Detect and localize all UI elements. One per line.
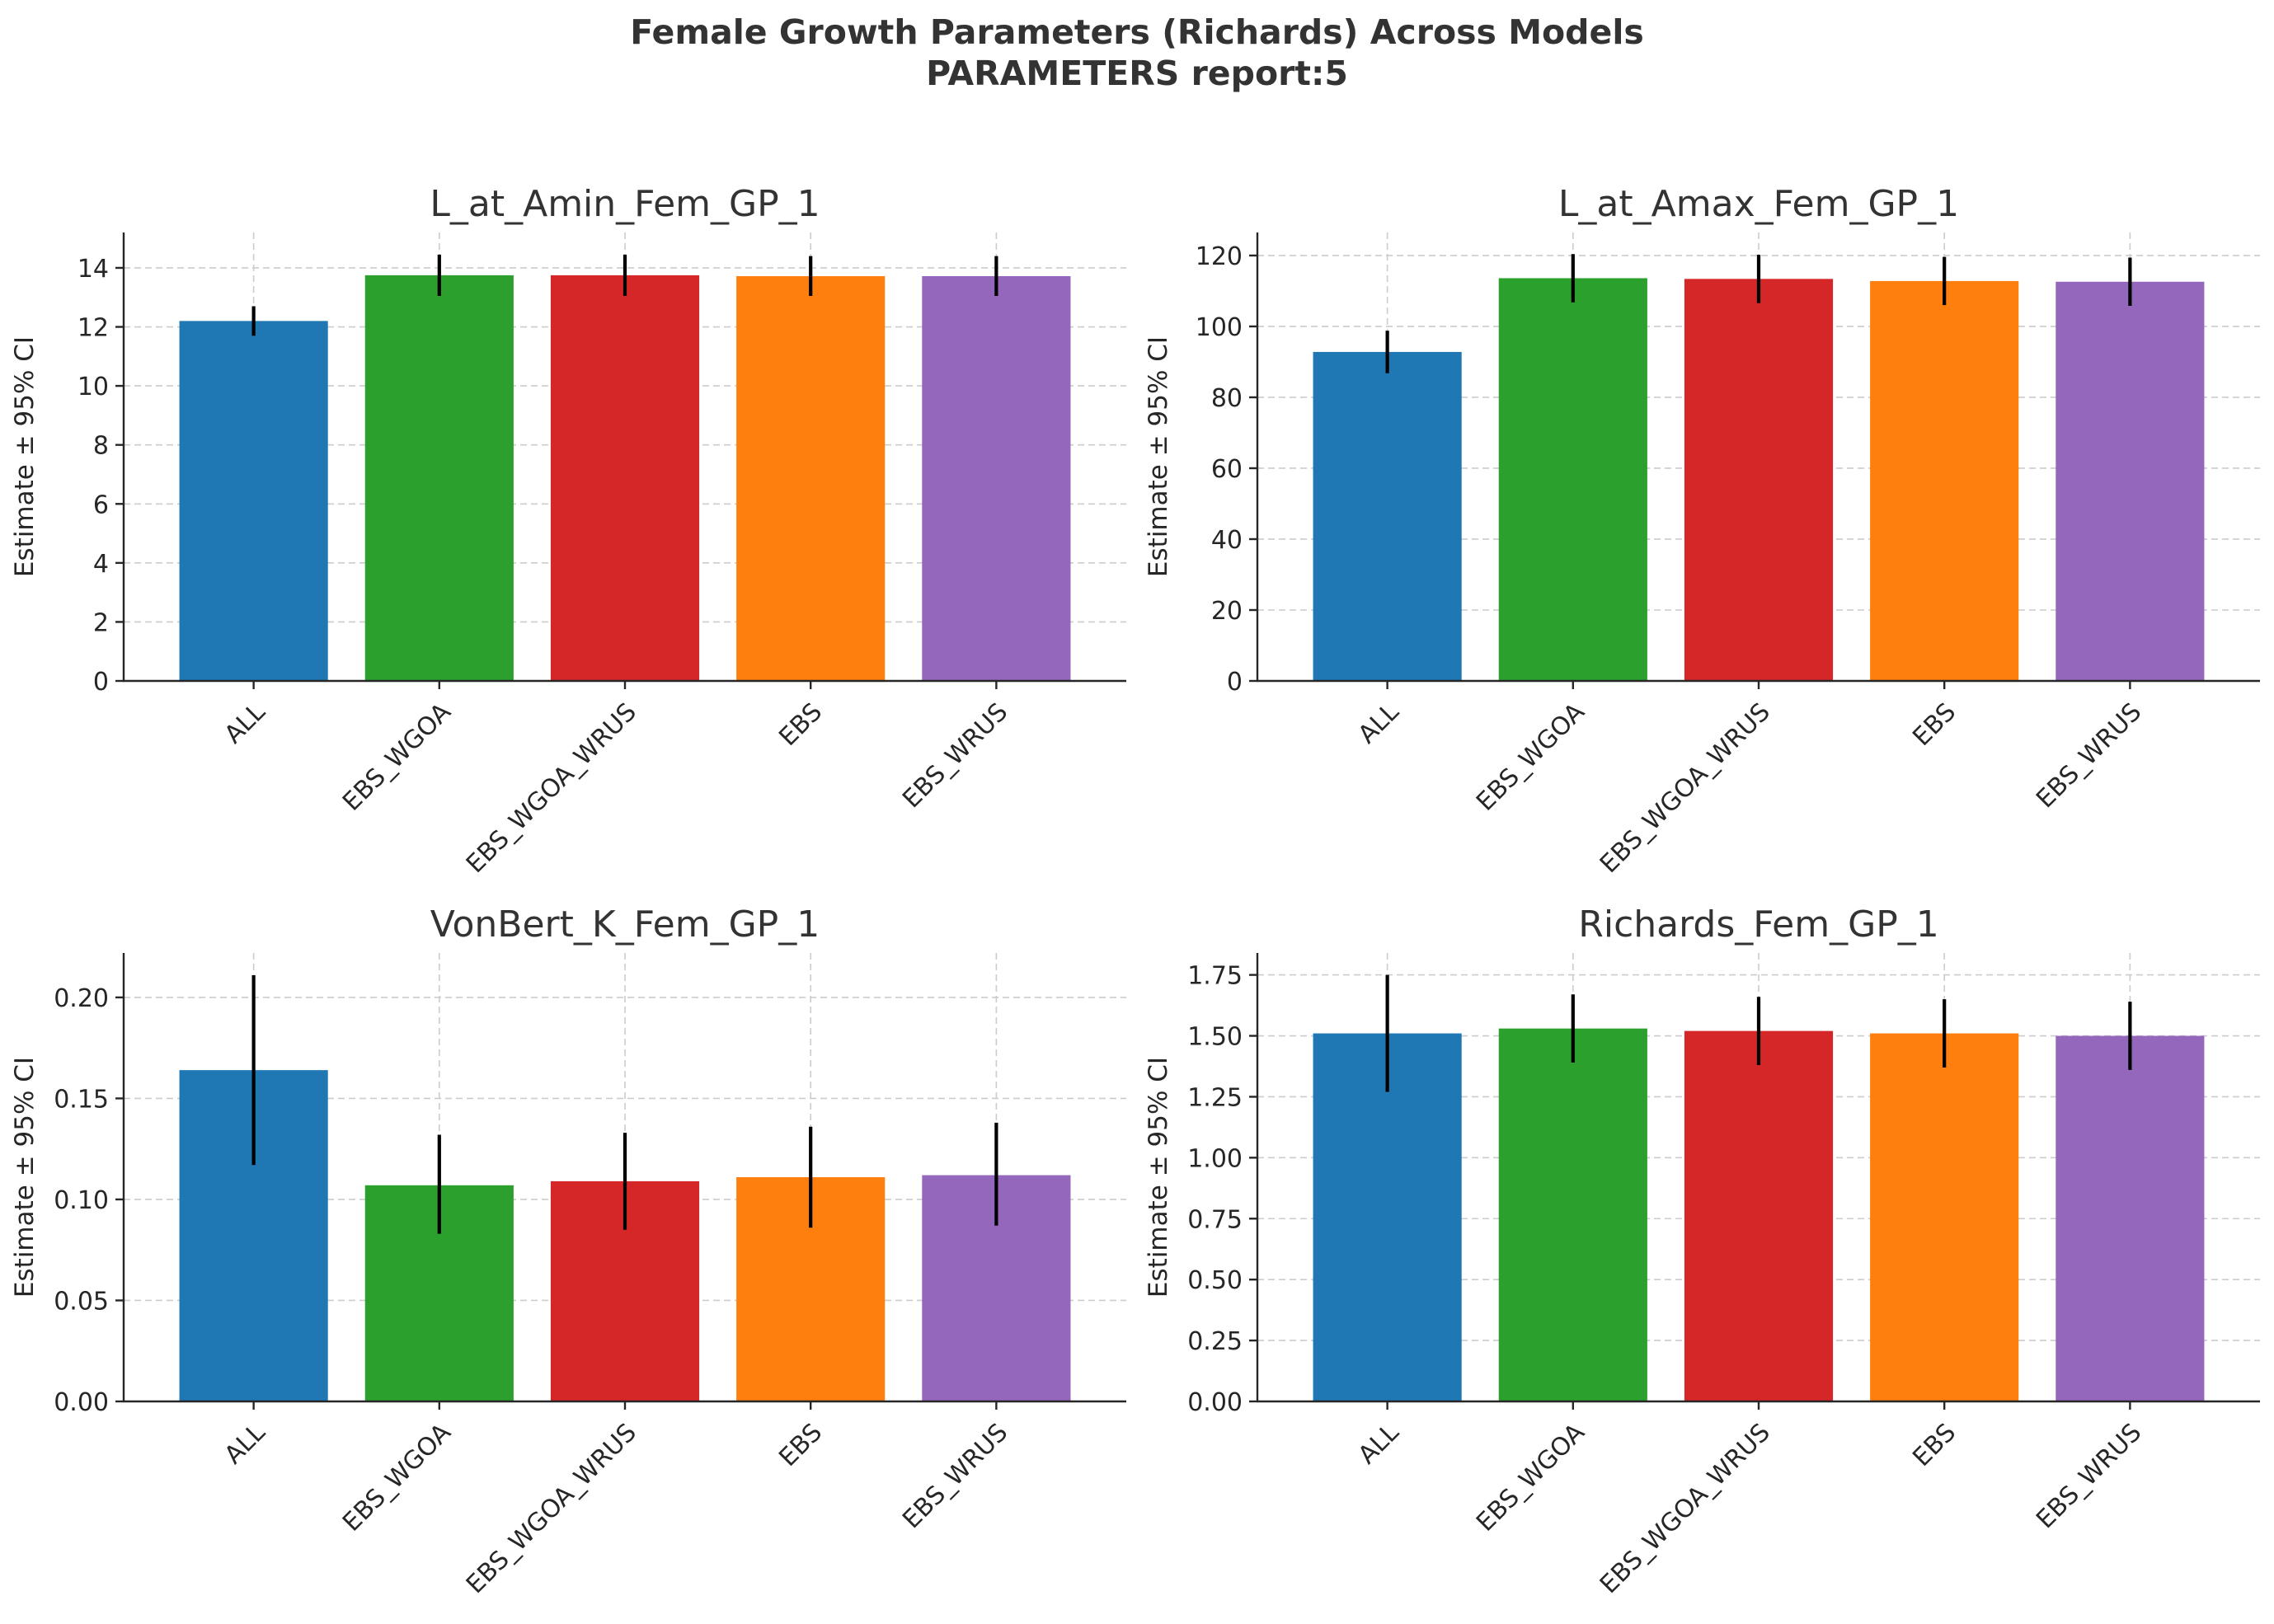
panel-3-x-tick-label-ebs: EBS <box>1907 1418 1962 1472</box>
panel-2-title: VonBert_K_Fem_GP_1 <box>430 904 820 946</box>
figure-title-line-1: Female Growth Parameters (Richards) Acro… <box>630 12 1644 52</box>
panel-0-y-tick-label-3: 6 <box>93 490 109 519</box>
panel-1-y-tick-label-5: 100 <box>1196 313 1243 342</box>
panel-3-y-tick-label-3: 0.75 <box>1187 1205 1243 1234</box>
panel-3-bar-all <box>1313 1033 1462 1401</box>
figure-title-line-2: PARAMETERS report:5 <box>926 54 1348 93</box>
panel-1-bar-ebs_wgoa_wrus <box>1684 279 1834 681</box>
panel-0-x-tick-label-ebs_wgoa_wrus: EBS_WGOA_WRUS <box>461 697 642 879</box>
panel-1-y-tick-label-4: 80 <box>1211 384 1243 413</box>
panel-2-y-tick-label-2: 0.10 <box>54 1186 109 1215</box>
panel-3-y-tick-label-7: 1.75 <box>1187 962 1243 991</box>
panel-3-x-tick-label-ebs_wgoa: EBS_WGOA <box>1471 1418 1590 1537</box>
panel-1-x-tick-label-ebs_wgoa_wrus: EBS_WGOA_WRUS <box>1595 697 1776 879</box>
panel-3-x-tick-label-ebs_wrus: EBS_WRUS <box>2031 1418 2147 1534</box>
panel-3-y-tick-label-4: 1.00 <box>1187 1144 1243 1173</box>
panel-1-title: L_at_Amax_Fem_GP_1 <box>1558 183 1959 225</box>
panel-l-at-amax: 0 20 40 60 80 100 120 ALL EBS_WGOA EBS_WGOA_WRUS E… <box>1144 183 2260 879</box>
panel-1-x-tick-label-all: ALL <box>1353 697 1405 749</box>
panel-2-y-tick-label-1: 0.05 <box>54 1287 109 1316</box>
panel-3-x-tick-label-ebs_wgoa_wrus: EBS_WGOA_WRUS <box>1595 1418 1776 1599</box>
panel-1-x-tick-label-ebs_wrus: EBS_WRUS <box>2031 697 2147 814</box>
panel-0-y-tick-label-7: 14 <box>78 255 109 284</box>
panel-1-y-tick-label-0: 0 <box>1227 668 1243 697</box>
panel-3-y-tick-label-2: 0.50 <box>1187 1266 1243 1295</box>
panel-1-bar-ebs <box>1870 280 2019 681</box>
panel-3-y-tick-label-5: 1.25 <box>1187 1083 1243 1112</box>
panel-3-y-tick-label-6: 1.50 <box>1187 1023 1243 1052</box>
panel-0-y-tick-label-4: 8 <box>93 432 109 461</box>
panel-1-y-tick-label-1: 20 <box>1211 597 1243 626</box>
panel-1-bar-all <box>1313 351 1462 681</box>
panel-1-y-tick-label-6: 120 <box>1196 242 1243 271</box>
panel-0-x-tick-label-ebs_wgoa: EBS_WGOA <box>337 697 457 817</box>
panel-2-y-tick-label-0: 0.00 <box>54 1388 109 1417</box>
panel-l-at-amin: 0 2 4 6 8 10 12 14 ALL EBS_WGOA EBS_WGOA_WRUS EBS EB… <box>10 183 1126 879</box>
panel-2-y-axis-label: Estimate ± 95% CI <box>10 1057 40 1298</box>
panel-2-x-tick-label-ebs_wgoa_wrus: EBS_WGOA_WRUS <box>461 1418 642 1599</box>
panel-0-y-tick-label-1: 2 <box>93 608 109 637</box>
panel-0-title: L_at_Amin_Fem_GP_1 <box>430 183 820 225</box>
panel-3-bar-ebs_wgoa_wrus <box>1684 1030 1834 1401</box>
panel-0-y-tick-label-6: 12 <box>78 314 109 343</box>
panel-vonbert-k: 0.00 0.05 0.10 0.15 0.20 ALL EBS_WGOA EBS_WGOA_… <box>10 904 1126 1599</box>
panel-3-bar-ebs_wgoa <box>1498 1028 1647 1401</box>
panel-1-y-axis-label: Estimate ± 95% CI <box>1144 336 1173 577</box>
panel-0-bar-ebs <box>736 275 886 681</box>
panel-0-y-tick-label-5: 10 <box>78 373 109 401</box>
panel-2-x-tick-label-all: ALL <box>219 1418 271 1470</box>
panel-0-x-tick-label-all: ALL <box>219 697 271 749</box>
panel-2-y-tick-label-4: 0.20 <box>54 984 109 1013</box>
panel-1-bar-ebs_wrus <box>2056 281 2205 681</box>
panel-0-bar-ebs_wgoa_wrus <box>550 275 700 681</box>
panel-3-y-tick-label-1: 0.25 <box>1187 1327 1243 1356</box>
panel-3-title: Richards_Fem_GP_1 <box>1578 904 1938 946</box>
panel-2-x-tick-label-ebs_wrus: EBS_WRUS <box>897 1418 1013 1534</box>
panel-0-x-tick-label-ebs_wrus: EBS_WRUS <box>897 697 1013 814</box>
panel-0-y-axis-label: Estimate ± 95% CI <box>10 336 40 577</box>
panel-2-x-tick-label-ebs: EBS <box>773 1418 828 1472</box>
panel-0-bar-ebs_wrus <box>922 275 1071 681</box>
panel-0-bar-all <box>179 321 328 681</box>
panel-3-x-tick-label-all: ALL <box>1353 1418 1405 1470</box>
panel-3-y-tick-label-0: 0.00 <box>1187 1388 1243 1417</box>
panel-1-y-tick-label-3: 60 <box>1211 455 1243 484</box>
panel-2-x-tick-label-ebs_wgoa: EBS_WGOA <box>337 1418 457 1537</box>
panel-2-y-tick-label-3: 0.15 <box>54 1085 109 1114</box>
panel-richards: 0.00 0.25 0.50 0.75 1.00 1.25 1.50 1.75 ALL EBS_W… <box>1144 904 2260 1599</box>
panel-3-y-axis-label: Estimate ± 95% CI <box>1144 1057 1173 1298</box>
panel-0-y-tick-label-2: 4 <box>93 550 109 579</box>
panel-3-bar-ebs <box>1870 1033 2019 1401</box>
panel-1-x-tick-label-ebs_wgoa: EBS_WGOA <box>1471 697 1590 817</box>
panel-3-bar-ebs_wrus <box>2056 1035 2205 1401</box>
panel-1-bar-ebs_wgoa <box>1498 278 1647 681</box>
panel-0-x-tick-label-ebs: EBS <box>773 697 828 752</box>
panel-0-bar-ebs_wgoa <box>364 275 514 681</box>
panel-1-y-tick-label-2: 40 <box>1211 526 1243 555</box>
panel-1-x-tick-label-ebs: EBS <box>1907 697 1962 752</box>
panel-0-y-tick-label-0: 0 <box>93 668 109 697</box>
